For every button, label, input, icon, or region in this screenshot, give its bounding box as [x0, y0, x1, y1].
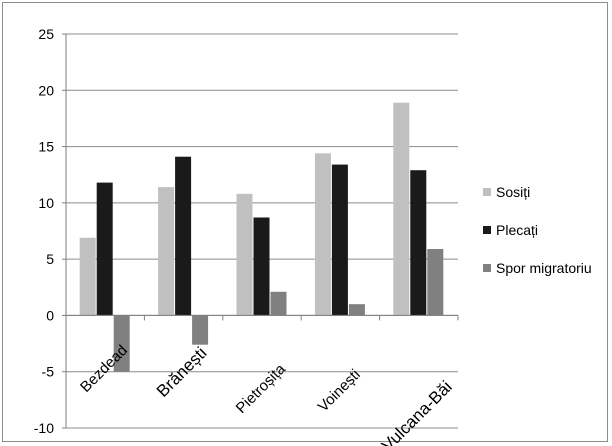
bar: [236, 193, 253, 316]
legend-label: Plecați: [496, 222, 538, 238]
y-tick-label: 5: [46, 251, 54, 267]
y-axis-ticks: 25 20 15 10 5 0 -5 -10: [34, 26, 66, 436]
bar: [192, 315, 209, 345]
bar: [96, 182, 113, 316]
x-category-label: Pietroșița: [233, 360, 290, 417]
bar: [427, 249, 444, 316]
legend-swatch: [483, 226, 491, 234]
y-tick-label: 25: [38, 26, 54, 42]
y-tick-label: 10: [38, 195, 54, 211]
y-tick-label: 15: [38, 139, 54, 155]
bar: [410, 170, 427, 316]
bar: [348, 304, 365, 316]
legend: Sosiți Plecați Spor migratoriu: [483, 184, 592, 276]
bar: [393, 102, 410, 316]
legend-swatch: [483, 188, 491, 196]
bar: [270, 291, 287, 316]
y-tick-label: 0: [46, 307, 54, 323]
bar: [331, 164, 348, 316]
legend-label: Spor migratoriu: [496, 260, 592, 276]
bar: [314, 153, 331, 316]
x-category-label: Vulcana-Băi: [378, 377, 456, 446]
x-axis-labels: Bezdead Brănești Pietroșița Voinești Vulcana…: [77, 342, 456, 446]
legend-swatch: [483, 264, 491, 272]
bar: [175, 156, 192, 316]
y-tick-label: 20: [38, 82, 54, 98]
y-tick-label: -5: [42, 364, 55, 380]
bar: [253, 217, 270, 316]
legend-label: Sosiți: [496, 184, 530, 200]
x-axis-ticks: [65, 315, 459, 321]
bars: [79, 102, 444, 372]
bar: [79, 237, 96, 316]
bar: [113, 315, 130, 372]
bar: [158, 187, 175, 316]
x-category-label: Voinești: [315, 366, 364, 415]
y-tick-label: -10: [34, 420, 54, 436]
